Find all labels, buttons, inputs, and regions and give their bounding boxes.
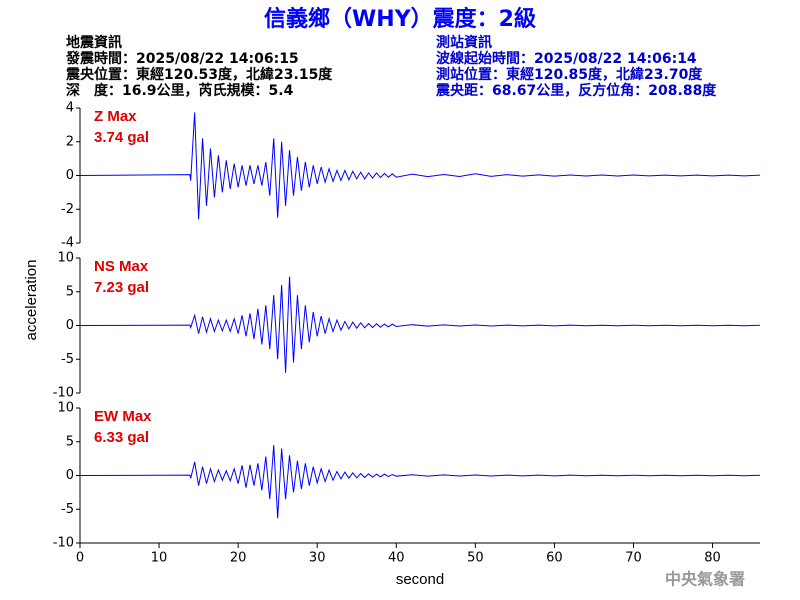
panel-title: Z Max bbox=[94, 108, 137, 125]
x-tick-label: 60 bbox=[546, 551, 563, 566]
right-info: 測站資訊 bbox=[436, 34, 492, 51]
panel-max: 7.23 gal bbox=[94, 279, 149, 296]
y-tick-label: 0 bbox=[66, 168, 74, 183]
x-tick-label: 40 bbox=[388, 551, 405, 566]
y-axis-label: acceleration bbox=[23, 260, 40, 341]
left-info: 地震資訊 bbox=[66, 34, 122, 51]
x-tick-label: 70 bbox=[625, 551, 642, 566]
left-info: 震央位置：東經120.53度，北緯23.15度 bbox=[65, 66, 333, 83]
y-tick-label: 10 bbox=[57, 251, 74, 266]
x-axis-label: second bbox=[396, 571, 444, 588]
panel-title: EW Max bbox=[94, 408, 152, 425]
left-info: 深 度：16.9公里，芮氏規模：5.4 bbox=[66, 82, 294, 99]
y-tick-label: 0 bbox=[66, 318, 74, 333]
panel-max: 3.74 gal bbox=[94, 129, 149, 146]
right-info: 波線起始時間：2025/08/22 14:06:14 bbox=[436, 50, 697, 67]
waveform bbox=[79, 276, 761, 373]
y-tick-label: -10 bbox=[53, 386, 74, 401]
y-tick-label: 10 bbox=[57, 401, 74, 416]
x-tick-label: 80 bbox=[704, 551, 721, 566]
x-tick-label: 20 bbox=[230, 551, 247, 566]
y-tick-label: 4 bbox=[66, 101, 74, 116]
y-tick-label: 5 bbox=[66, 284, 74, 299]
y-tick-label: -4 bbox=[61, 236, 74, 251]
right-info: 震央距：68.67公里，反方位角：208.88度 bbox=[435, 82, 717, 99]
y-tick-label: -10 bbox=[53, 536, 74, 551]
title: 信義鄉（WHY）震度：2級 bbox=[264, 6, 536, 32]
y-tick-label: 2 bbox=[66, 134, 74, 149]
y-tick-label: -2 bbox=[61, 202, 74, 217]
x-tick-label: 50 bbox=[467, 551, 484, 566]
y-tick-label: -5 bbox=[61, 352, 74, 367]
y-tick-label: 0 bbox=[66, 468, 74, 483]
x-tick-label: 10 bbox=[151, 551, 168, 566]
y-tick-label: -5 bbox=[61, 502, 74, 517]
x-tick-label: 0 bbox=[76, 551, 84, 566]
right-info: 測站位置：東經120.85度，北緯23.70度 bbox=[436, 66, 703, 83]
panel-max: 6.33 gal bbox=[94, 429, 149, 446]
footer: 中央氣象署 bbox=[665, 570, 745, 589]
y-tick-label: 5 bbox=[66, 434, 74, 449]
panel-title: NS Max bbox=[94, 258, 149, 275]
left-info: 發震時間：2025/08/22 14:06:15 bbox=[65, 50, 299, 67]
waveform bbox=[79, 112, 761, 220]
waveform bbox=[79, 445, 761, 519]
x-tick-label: 30 bbox=[309, 551, 326, 566]
